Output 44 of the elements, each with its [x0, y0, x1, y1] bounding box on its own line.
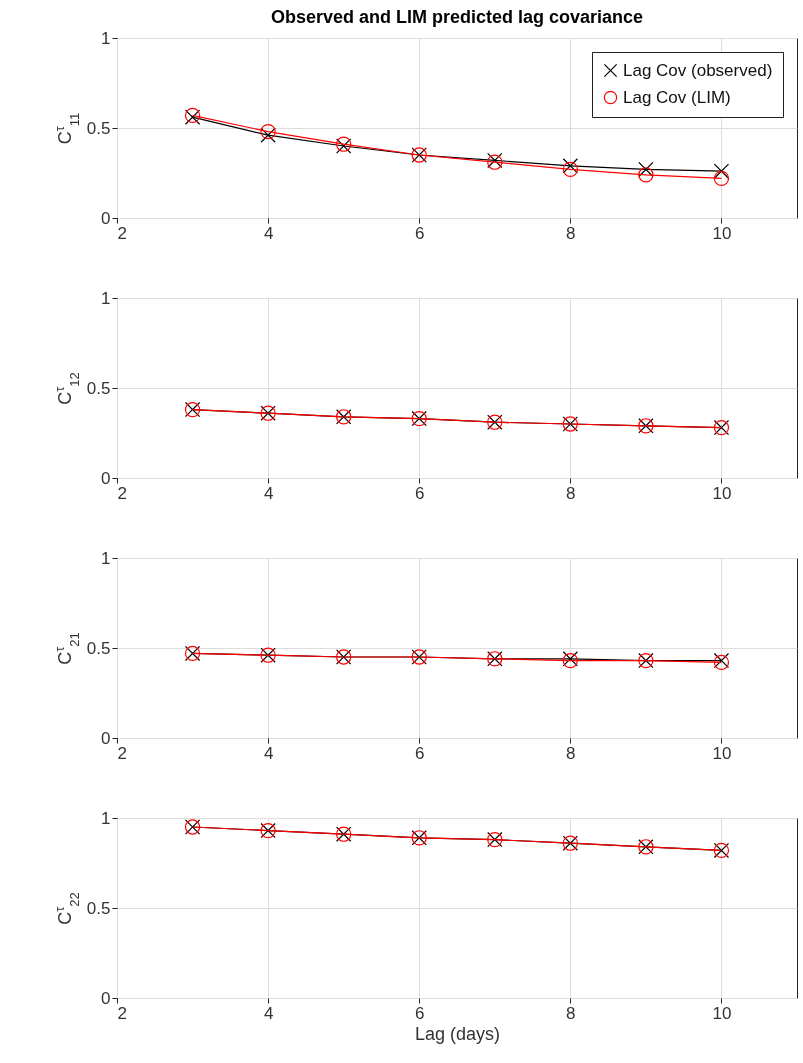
x-tick-label: 10: [712, 743, 732, 763]
chart-title: Observed and LIM predicted lag covariance: [270, 7, 644, 27]
x-tick-label: 4: [263, 743, 274, 763]
point: [260, 123, 276, 140]
point: [713, 163, 730, 179]
point: [260, 127, 276, 143]
x-axis-title: Lag (days): [414, 1023, 501, 1044]
x-tick-label: 4: [263, 223, 274, 243]
x-tick-label: 8: [566, 1003, 576, 1023]
y-tick-label: 0: [101, 988, 111, 1008]
x-tick-label: 8: [566, 743, 576, 763]
y-tick-label: 0.5: [86, 378, 111, 398]
x-tick-label: 2: [117, 743, 127, 763]
x-tick-label: 6: [414, 1003, 425, 1023]
y-tick-label: 0.5: [86, 898, 111, 918]
x-tick-label: 6: [414, 743, 425, 763]
y-tick-label: 0: [101, 468, 111, 488]
y-tick-label: 0.5: [86, 638, 111, 658]
point: [562, 158, 578, 174]
x-tick-label: 6: [414, 483, 425, 503]
x-tick-label: 10: [712, 223, 732, 243]
y-tick-label: 0: [101, 728, 111, 748]
x-tick-label: 8: [566, 223, 576, 243]
y-tick-label: 1: [101, 548, 111, 568]
point: [638, 167, 654, 183]
x-tick-label: 2: [117, 223, 127, 243]
legend-label: Lag Cov (observed): [623, 60, 773, 80]
point: [638, 161, 654, 178]
legend-label: Lag Cov (LIM): [623, 87, 731, 107]
point: [562, 161, 578, 178]
y-tick-label: 1: [101, 28, 111, 48]
y-tick-label: 0.5: [86, 118, 111, 138]
x-tick-label: 2: [117, 1003, 127, 1023]
x-tick-label: 2: [117, 483, 127, 503]
point: [713, 170, 730, 187]
x-tick-label: 4: [263, 1003, 274, 1023]
x-tick-label: 8: [566, 483, 576, 503]
y-tick-label: 1: [101, 808, 111, 828]
x-tick-label: 6: [414, 223, 425, 243]
y-tick-label: 1: [101, 288, 111, 308]
x-tick-label: 10: [712, 1003, 732, 1023]
y-tick-label: 0: [101, 208, 111, 228]
x-tick-label: 4: [263, 483, 274, 503]
x-tick-label: 10: [712, 483, 732, 503]
